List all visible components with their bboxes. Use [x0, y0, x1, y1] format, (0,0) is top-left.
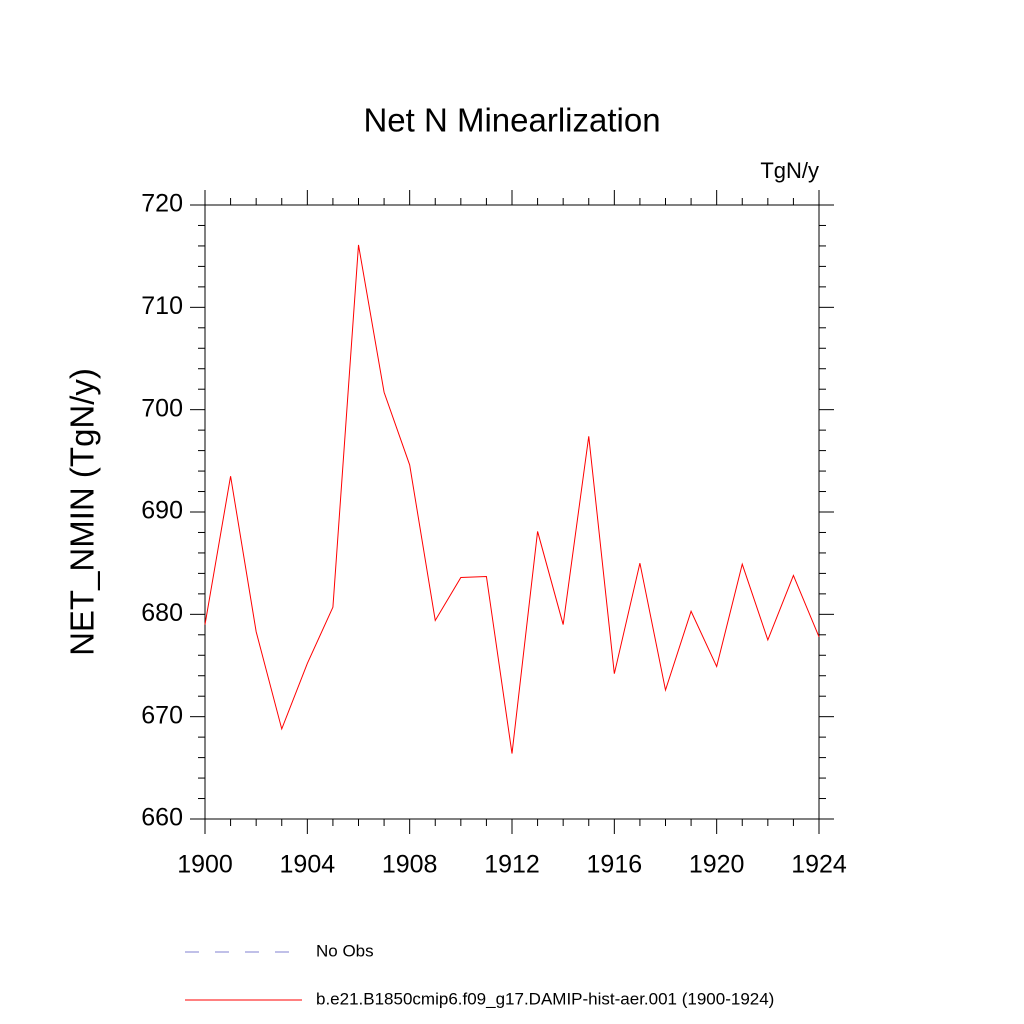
legend-label: No Obs [316, 941, 374, 960]
legend-label: b.e21.B1850cmip6.f09_g17.DAMIP-hist-aer.… [316, 989, 774, 1008]
y-tick-label: 720 [141, 190, 183, 218]
y-tick-label: 670 [141, 701, 183, 729]
x-tick-label: 1908 [382, 851, 438, 879]
y-axis-label: NET_NMIN (TgN/y) [64, 368, 101, 656]
y-tick-label: 660 [141, 804, 183, 832]
chart-title: Net N Minearlization [363, 102, 660, 139]
x-tick-label: 1900 [177, 851, 233, 879]
data-line [204, 244, 820, 754]
x-tick-label: 1920 [689, 851, 745, 879]
y-tick-label: 680 [141, 599, 183, 627]
x-tick-label: 1924 [791, 851, 847, 879]
y-tick-label: 700 [141, 394, 183, 422]
units-label: TgN/y [760, 158, 819, 183]
x-tick-label: 1916 [587, 851, 643, 879]
x-tick-label: 1912 [484, 851, 540, 879]
plot-frame [204, 204, 820, 820]
y-tick-label: 690 [141, 497, 183, 525]
y-tick-label: 710 [141, 292, 183, 320]
x-tick-label: 1904 [280, 851, 336, 879]
